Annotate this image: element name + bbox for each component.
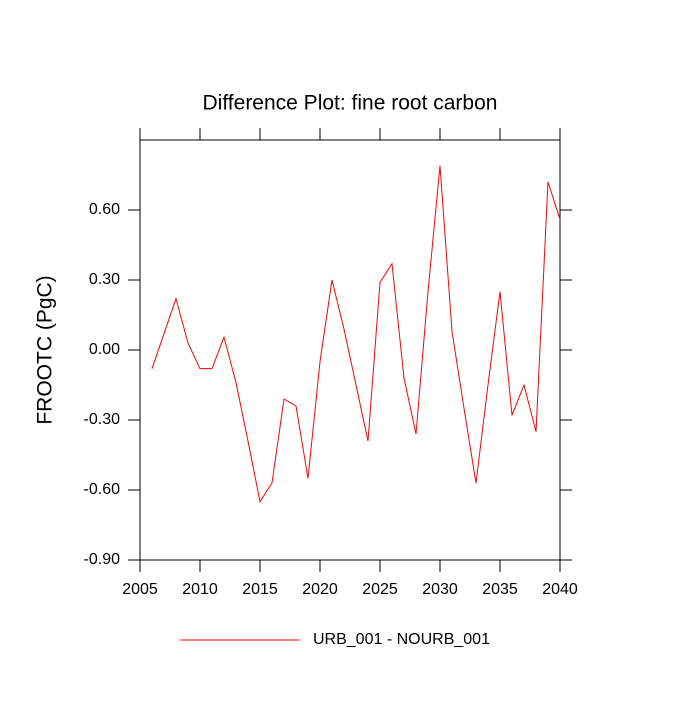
y-tick-label: 0.00 (89, 341, 120, 358)
plot-frame (139, 139, 561, 561)
x-tick-label: 2020 (302, 581, 338, 598)
x-tick-label: 2015 (242, 581, 278, 598)
y-axis-label: FROOTC (PgC) (34, 275, 57, 424)
x-tick-label: 2030 (422, 581, 458, 598)
y-tick-label: 0.30 (89, 271, 120, 288)
x-tick-label: 2035 (482, 581, 518, 598)
y-tick-label: -0.60 (84, 481, 121, 498)
chart-title: Difference Plot: fine root carbon (203, 92, 498, 115)
y-tick-label: -0.30 (84, 411, 121, 428)
legend-label: URB_001 - NOURB_001 (313, 631, 490, 648)
y-tick-label: -0.90 (84, 551, 121, 568)
y-tick-label: 0.60 (89, 201, 120, 218)
data-line (151, 165, 561, 503)
x-tick-label: 2040 (542, 581, 578, 598)
x-tick-label: 2010 (182, 581, 218, 598)
x-tick-label: 2005 (122, 581, 158, 598)
x-tick-label: 2025 (362, 581, 398, 598)
